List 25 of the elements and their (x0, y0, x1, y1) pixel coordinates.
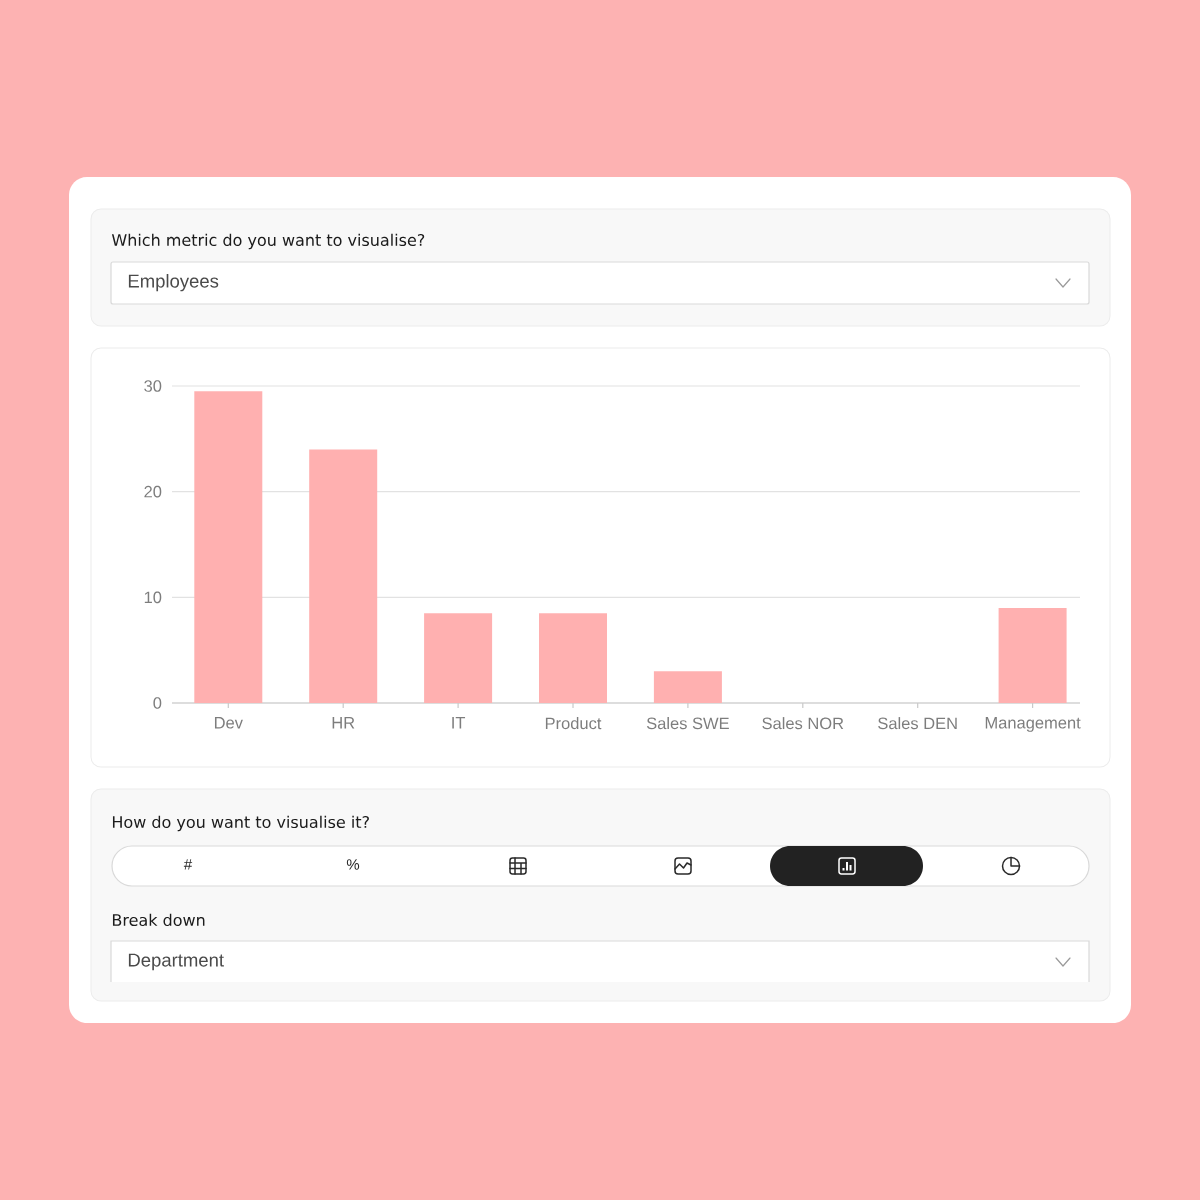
x-tick-label: Dev (214, 717, 243, 729)
text: % (346, 859, 360, 870)
text: Break down (112, 913, 205, 927)
bar (424, 613, 493, 704)
text: Employees (128, 274, 219, 292)
x-tick-label: Sales NOR (762, 717, 844, 730)
x-tick-label: Sales SWE (646, 717, 729, 730)
x-tick-label: HR (332, 717, 355, 729)
y-tick-label: 10 (144, 591, 162, 604)
bar (998, 607, 1067, 704)
bar (309, 449, 378, 704)
text: Which metric do you want to visualise? (111, 233, 425, 250)
bar (194, 391, 263, 704)
x-tick-label: Management (985, 717, 1081, 732)
y-tick-label: 0 (153, 697, 162, 709)
text: Department (128, 953, 224, 971)
text: # (183, 859, 193, 870)
y-tick-label: 30 (144, 380, 162, 392)
x-tick-label: Sales DEN (878, 717, 957, 730)
y-tick-label: 20 (144, 485, 162, 498)
x-tick-label: Product (545, 717, 602, 730)
text: How do you want to visualise it? (112, 815, 369, 832)
bar (539, 613, 607, 704)
x-tick-label: IT (452, 717, 466, 729)
bar (653, 671, 722, 704)
